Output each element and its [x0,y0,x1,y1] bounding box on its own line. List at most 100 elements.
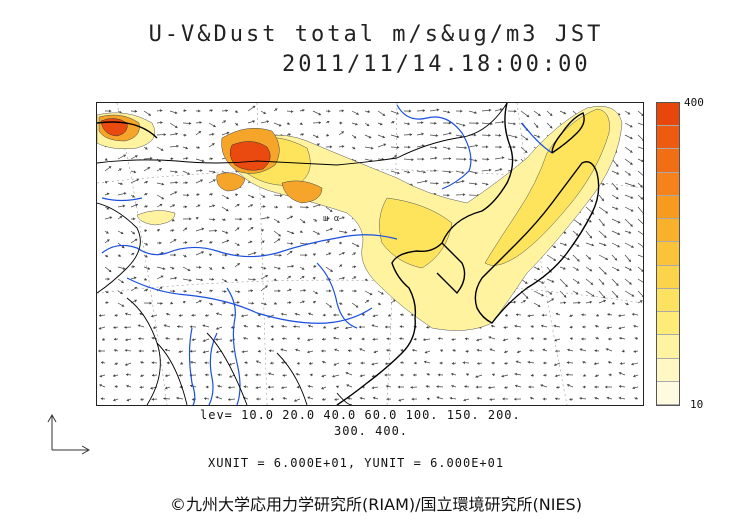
wind-arrowhead [589,268,593,272]
wind-arrowhead [114,362,118,365]
wind-arrowhead [209,267,213,270]
wind-arrowhead [173,253,177,257]
wind-arrowhead [106,192,110,196]
wind-arrowhead [301,267,305,270]
wind-arrowhead [641,159,643,163]
wind-arrowhead [590,199,593,202]
wind-arrowhead [225,231,229,234]
wind-arrowhead [125,312,128,316]
wind-arrowhead [223,218,226,221]
wind-arrowhead [371,386,375,390]
wind-arrowhead [184,227,188,231]
wind-arrowhead [160,301,163,305]
wind-arrowhead [642,246,643,248]
wind-arrowhead [486,145,489,149]
wind-arrowhead [632,184,636,188]
wind-arrowhead [329,209,333,212]
wind-arrowhead [589,300,593,304]
wind-arrowhead [366,299,369,303]
wind-arrowhead [125,338,128,342]
wind-arrowhead [553,258,556,261]
wind-arrowhead [191,397,195,401]
wind-arrow [637,242,643,247]
wind-arrowhead [399,337,402,341]
wind-arrowhead [161,196,164,200]
wind-arrowhead [291,264,294,268]
wind-arrowhead [569,325,573,329]
wind-arrowhead [504,313,508,317]
wind-arrowhead [214,229,218,233]
wind-arrowhead [640,184,643,188]
wind-arrowhead [330,227,333,231]
wind-arrowhead [134,238,138,242]
wind-arrowhead [159,203,163,207]
wind-arrowhead [516,350,520,354]
wind-arrowhead [182,300,186,304]
wind-arrowhead [503,325,506,329]
wind-arrowhead [124,325,127,329]
wind-arrowhead [322,313,326,317]
wind-arrowhead [541,324,544,328]
wind-arrowhead [543,373,546,377]
wind-arrowhead [255,386,258,390]
wind-arrowhead [203,397,207,401]
wind-arrowhead [530,373,534,377]
wind-arrowhead [371,362,375,366]
wind-arrowhead [400,349,404,352]
wind-arrowhead [332,374,335,378]
wind-arrowhead [184,241,188,245]
wind-arrowhead [293,325,296,329]
wind-arrowhead [176,144,179,148]
wind-arrowhead [229,338,233,342]
wind-arrowhead [213,170,216,174]
wind-arrowhead [492,373,495,377]
wind-arrowhead [262,195,266,198]
wind-arrowhead [107,277,110,281]
wind-arrow [637,290,643,297]
wind-arrowhead [615,187,619,190]
wind-arrowhead [226,196,229,200]
wind-arrowhead [250,289,253,293]
wind-arrowhead [307,384,311,388]
wind-arrowhead [307,338,310,342]
wind-arrowhead [297,337,300,341]
wind-arrowhead [476,396,480,400]
wind-arrowhead [302,220,306,224]
wind-arrowhead [177,325,180,329]
wind-arrowhead [594,349,597,353]
wind-arrowhead [336,385,339,389]
wind-arrowhead [306,205,309,209]
wind-arrowhead [386,337,389,341]
wind-arrowhead [582,325,585,329]
wind-arrowhead [226,239,230,243]
wind-arrowhead [278,233,281,237]
wind-arrowhead [268,349,272,353]
wind-arrowhead [175,170,178,174]
wind-arrowhead [631,293,635,297]
wind-arrowhead [225,208,229,212]
colorbar-segment [657,219,679,243]
wind-arrowhead [165,337,168,340]
wind-arrowhead [196,193,200,197]
wind-arrowhead [236,203,240,207]
wind-arrowhead [607,313,610,317]
wind-arrowhead [175,132,178,136]
wind-arrowhead [266,120,270,124]
wind-arrowhead [140,374,143,378]
wind-arrowhead [334,397,337,401]
wind-arrowhead [174,111,178,115]
wind-arrowhead [606,326,610,330]
wind-arrowhead [250,204,253,207]
wind-arrowhead [641,139,643,142]
wind-arrow [637,170,643,176]
wind-arrowhead [244,373,247,377]
wind-arrowhead [120,231,124,235]
wind-arrowhead [139,385,142,389]
wind-arrowhead [582,385,585,389]
wind-arrowhead [314,218,317,222]
wind-arrowhead [535,125,539,128]
wind-arrowhead [189,325,193,329]
wind-arrowhead [267,216,270,220]
wind-arrowhead [569,314,573,318]
wind-arrowhead [136,178,139,182]
